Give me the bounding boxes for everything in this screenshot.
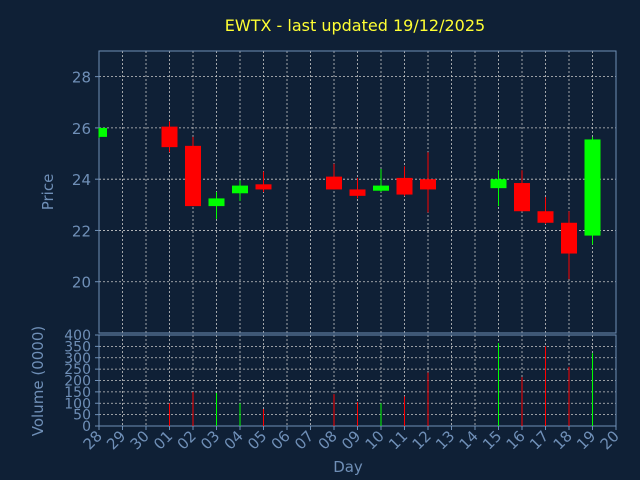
day-tick-label: 10 [362, 427, 388, 453]
day-tick-label: 15 [479, 427, 505, 453]
day-tick-label: 08 [315, 427, 341, 453]
day-tick-label: 06 [268, 427, 294, 453]
day-tick-label: 11 [385, 427, 411, 453]
candle-body [326, 176, 342, 190]
volume-tick-label: 200 [64, 374, 91, 390]
candle-body [584, 139, 601, 236]
day-tick-label: 01 [150, 427, 176, 453]
candle-body [561, 222, 577, 254]
day-tick-label: 02 [174, 427, 200, 453]
price-tick-label: 24 [72, 171, 91, 189]
price-tick-label: 28 [72, 69, 91, 87]
price-panel: 20 22 24 26 28 [72, 50, 617, 334]
chart-title: EWTX - last updated 19/12/2025 [225, 16, 485, 35]
day-tick-label: 30 [127, 427, 153, 453]
candle-body [420, 179, 436, 190]
day-tick-label: 18 [550, 427, 576, 453]
day-tick-label: 17 [526, 427, 552, 453]
candle-body [514, 183, 530, 212]
volume-tick-label: 350 [64, 339, 91, 355]
day-tick-label: 12 [409, 427, 435, 453]
candle-body [396, 177, 413, 195]
volume-axis-label: Volume (0000) [29, 326, 47, 436]
candle-body [373, 185, 389, 191]
candle-body [232, 185, 248, 194]
candle-body [255, 184, 272, 190]
day-tick-label: 04 [221, 427, 247, 453]
day-tick-label: 13 [432, 427, 458, 453]
candle-body [349, 189, 366, 196]
day-tick-label: 05 [244, 427, 270, 453]
volume-tick-label: 250 [64, 362, 91, 378]
day-tick-label: 19 [573, 427, 599, 453]
candle-body [161, 126, 178, 148]
price-tick-label: 26 [72, 120, 91, 138]
day-tick-label: 03 [197, 427, 223, 453]
volume-tick-label: 0 [82, 419, 91, 435]
candle-body [490, 179, 507, 189]
volume-tick-label: 300 [64, 351, 91, 367]
volume-tick-label: 400 [64, 328, 91, 344]
day-tick-label: 09 [338, 427, 364, 453]
day-axis-label: Day [333, 458, 363, 476]
price-plot-frame [98, 50, 617, 334]
price-tick-label: 20 [72, 274, 91, 292]
volume-tick-label: 50 [73, 408, 91, 424]
day-tick-label: 29 [103, 427, 129, 453]
price-axis-label: Price [39, 174, 57, 211]
candle-body [185, 145, 201, 207]
candle-body [208, 198, 225, 207]
day-tick-labels: 2829300102030405060708091011121314151617… [80, 426, 623, 453]
day-tick-label: 16 [503, 427, 529, 453]
price-tick-label: 22 [72, 222, 91, 240]
volume-tick-label: 100 [64, 396, 91, 412]
day-tick-label: 07 [291, 427, 317, 453]
candle-body [99, 127, 107, 137]
volume-tick-label: 150 [64, 385, 91, 401]
candle-body [537, 211, 554, 223]
day-tick-label: 20 [597, 427, 623, 453]
day-tick-label: 14 [456, 427, 482, 453]
